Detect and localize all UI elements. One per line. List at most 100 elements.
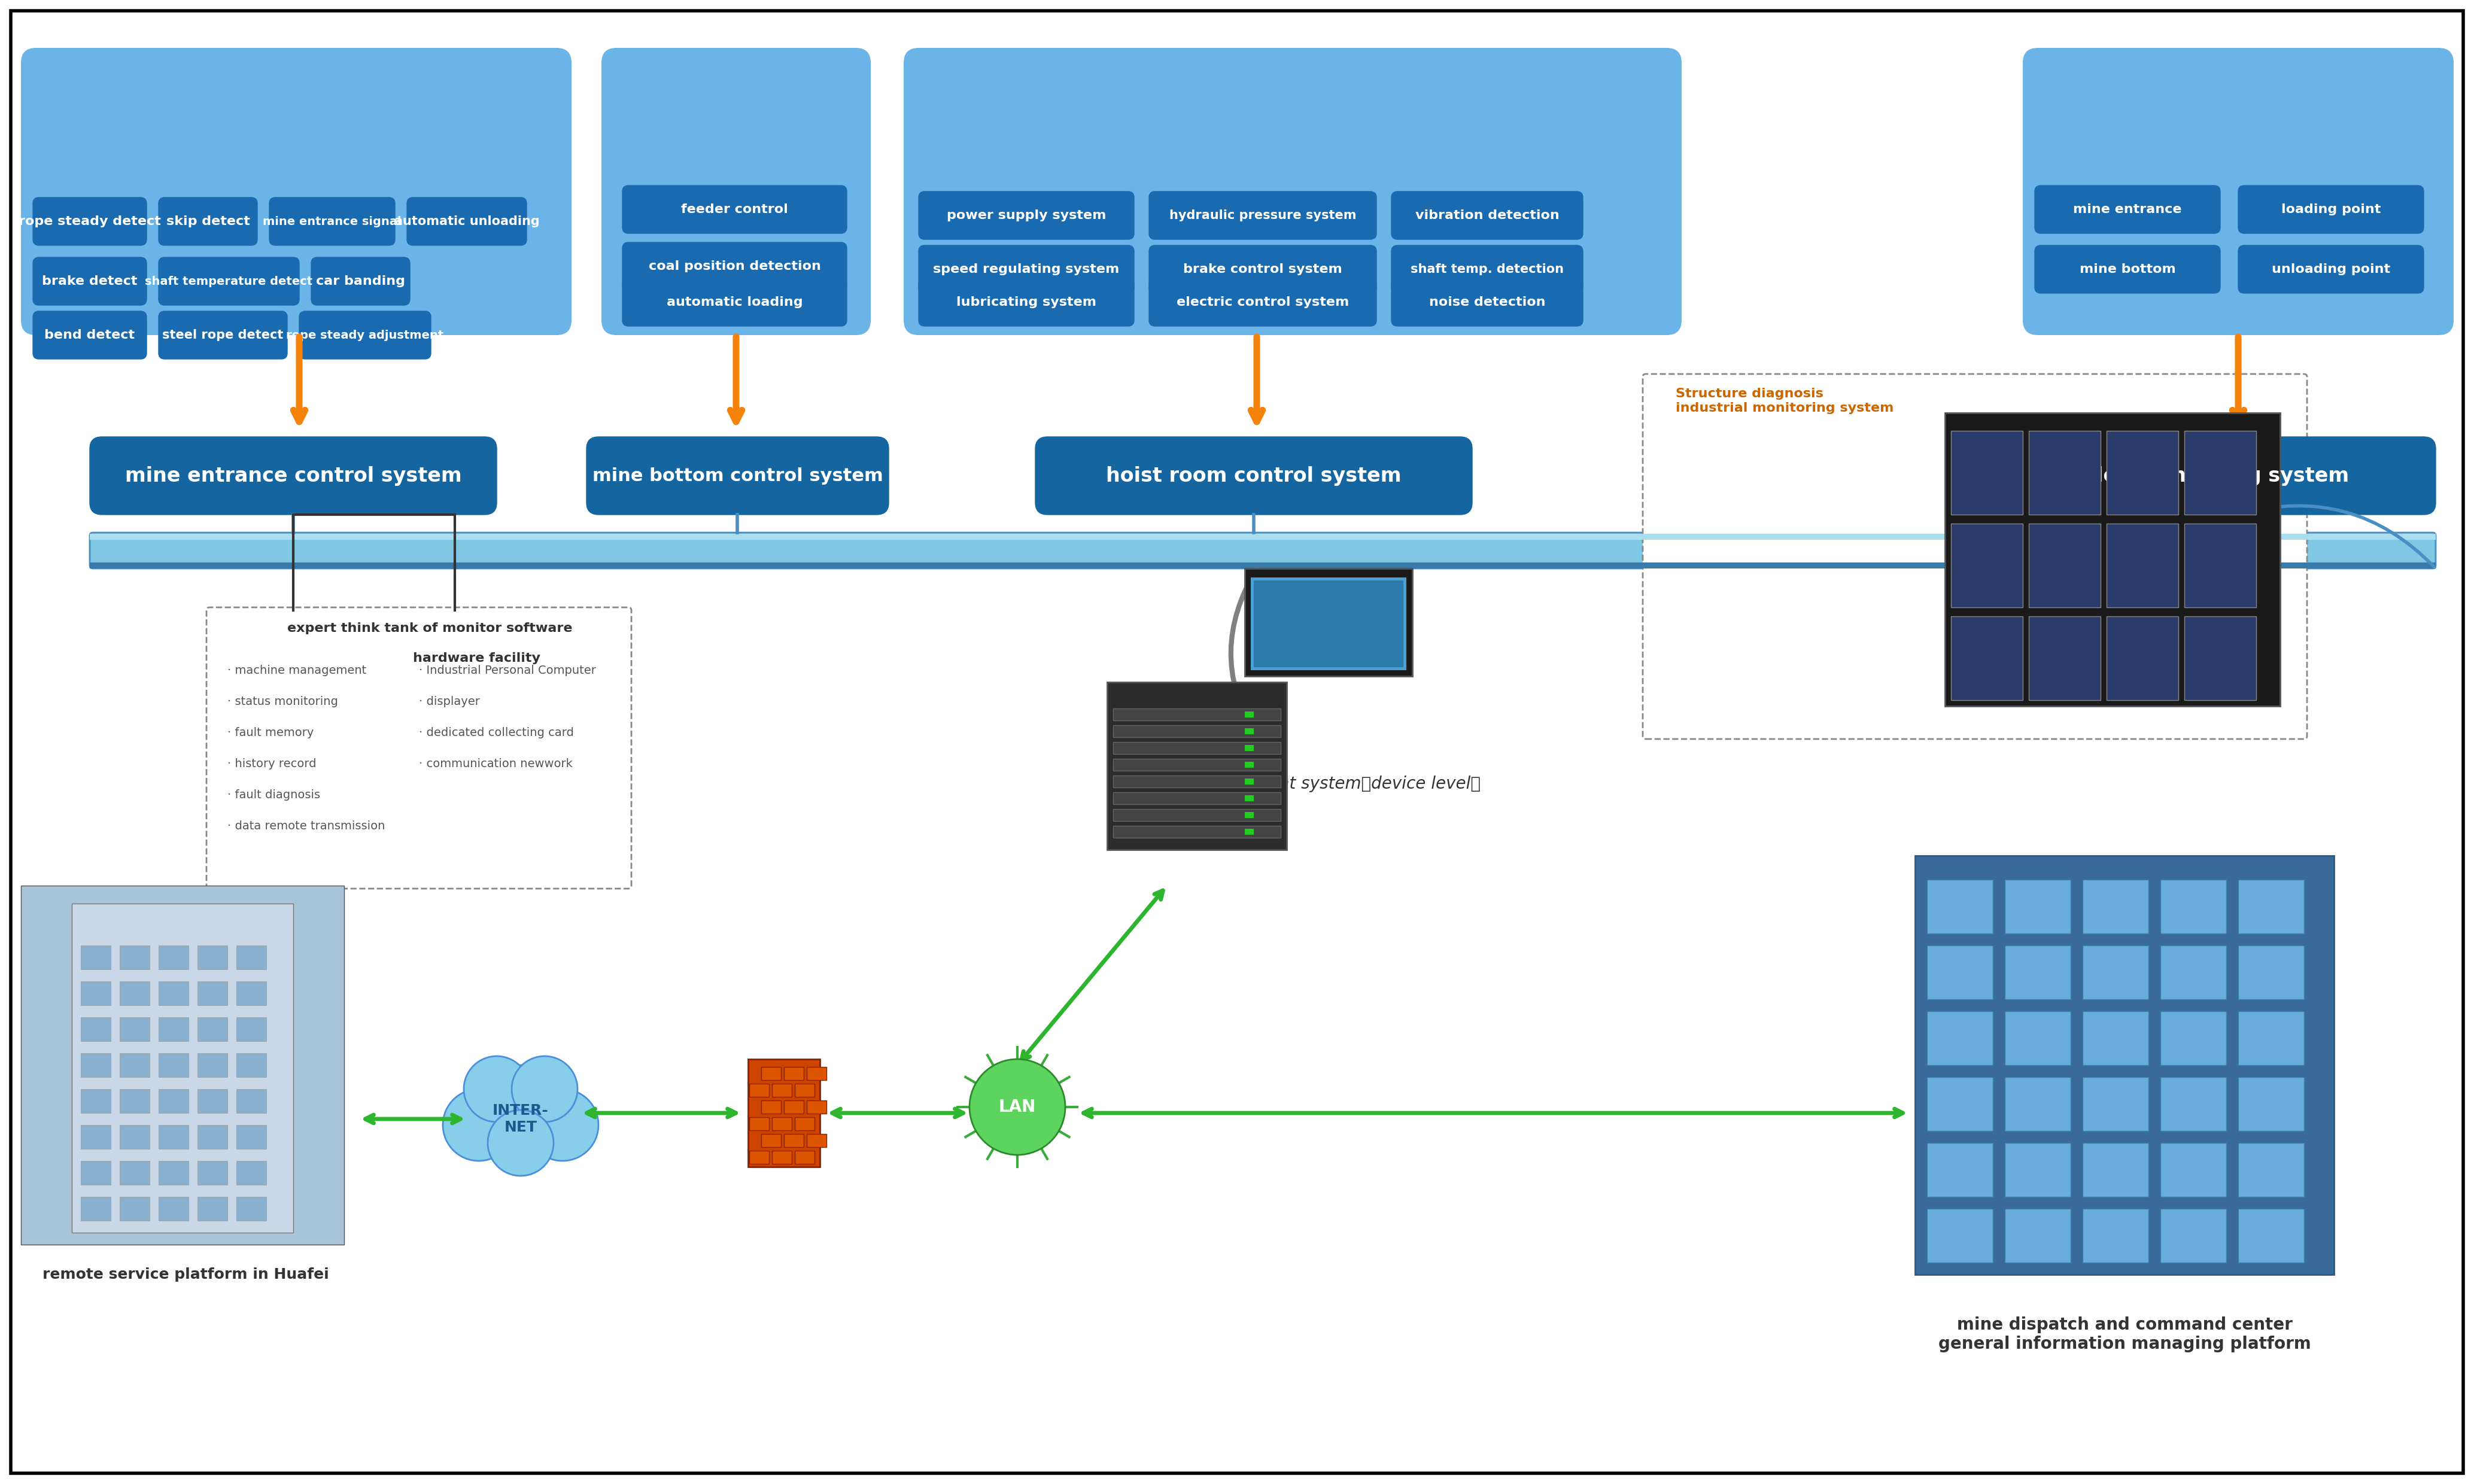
Bar	[750, 1150, 769, 1163]
Text: expert think tank of monitor software: expert think tank of monitor software	[287, 622, 571, 634]
Bar	[2004, 1143, 2071, 1196]
Bar	[1244, 568, 1413, 677]
FancyBboxPatch shape	[32, 312, 146, 359]
Bar	[158, 1054, 188, 1077]
Bar	[1927, 1077, 1994, 1131]
FancyBboxPatch shape	[1982, 436, 2437, 515]
Text: hardware facility: hardware facility	[413, 653, 539, 665]
Text: · data remote transmission: · data remote transmission	[228, 821, 386, 831]
Bar	[2160, 1011, 2227, 1066]
Bar	[2185, 430, 2256, 515]
Bar	[238, 945, 267, 969]
Bar	[158, 1125, 188, 1149]
Bar	[2029, 430, 2100, 515]
Text: shaft temp. detection: shaft temp. detection	[1410, 263, 1564, 275]
FancyBboxPatch shape	[158, 197, 257, 245]
Bar	[1113, 742, 1282, 754]
FancyBboxPatch shape	[1034, 436, 1472, 515]
FancyBboxPatch shape	[299, 312, 430, 359]
Bar	[762, 1101, 782, 1113]
Bar	[1927, 880, 1994, 933]
Text: · communication newwork: · communication newwork	[418, 758, 571, 769]
Text: INTER-
NET: INTER- NET	[492, 1104, 549, 1134]
Bar	[807, 1101, 826, 1113]
FancyBboxPatch shape	[158, 257, 299, 306]
Bar	[198, 1017, 228, 1042]
Bar	[1952, 616, 2024, 700]
Bar	[784, 1101, 804, 1113]
Bar	[1113, 758, 1282, 770]
Bar	[1244, 745, 1254, 751]
Circle shape	[463, 1057, 529, 1122]
Bar	[807, 1067, 826, 1080]
Bar	[238, 1125, 267, 1149]
Bar	[72, 904, 294, 1233]
FancyBboxPatch shape	[312, 257, 411, 306]
Text: remote service platform in Huafei: remote service platform in Huafei	[42, 1267, 329, 1282]
Bar	[89, 534, 2437, 540]
Text: hoist room control system: hoist room control system	[1106, 466, 1400, 485]
Text: brake detect: brake detect	[42, 275, 139, 288]
FancyBboxPatch shape	[2034, 245, 2219, 294]
Bar	[2004, 1209, 2071, 1263]
FancyBboxPatch shape	[1390, 191, 1583, 239]
Bar	[772, 1150, 792, 1163]
Bar	[2004, 880, 2071, 933]
Text: · displayer: · displayer	[418, 696, 480, 706]
Bar	[198, 1160, 228, 1184]
FancyBboxPatch shape	[1148, 191, 1376, 239]
Bar	[2083, 1011, 2147, 1066]
FancyBboxPatch shape	[2034, 186, 2219, 233]
Bar	[198, 1089, 228, 1113]
Bar	[198, 1125, 228, 1149]
Bar	[1113, 726, 1282, 738]
Bar	[1927, 1011, 1994, 1066]
Bar	[198, 1054, 228, 1077]
FancyBboxPatch shape	[903, 47, 1682, 335]
Bar	[762, 1134, 782, 1147]
Bar	[1113, 792, 1282, 804]
FancyBboxPatch shape	[918, 191, 1133, 239]
FancyBboxPatch shape	[918, 245, 1133, 294]
Text: · machine management: · machine management	[228, 665, 366, 675]
Text: noise detection: noise detection	[1430, 297, 1546, 309]
Text: rope steady adjustment: rope steady adjustment	[287, 329, 443, 341]
Bar	[2239, 1209, 2303, 1263]
Text: mine entrance control system: mine entrance control system	[124, 466, 463, 485]
Bar	[82, 1160, 111, 1184]
Bar	[2004, 945, 2071, 999]
Bar	[119, 981, 148, 1005]
Bar	[1113, 708, 1282, 720]
FancyBboxPatch shape	[1643, 374, 2308, 739]
Bar	[784, 1067, 804, 1080]
Bar	[2105, 616, 2180, 700]
Text: loading point: loading point	[2281, 203, 2380, 215]
FancyBboxPatch shape	[918, 279, 1133, 326]
Bar	[2004, 1077, 2071, 1131]
Bar	[1252, 577, 1405, 671]
Text: feeder control: feeder control	[680, 203, 789, 215]
FancyBboxPatch shape	[1390, 245, 1583, 294]
Text: electric control system: electric control system	[1178, 297, 1348, 309]
Bar	[794, 1083, 814, 1097]
Bar	[158, 1160, 188, 1184]
Bar	[2004, 1011, 2071, 1066]
Bar	[82, 1017, 111, 1042]
Circle shape	[970, 1060, 1066, 1155]
Bar	[2105, 430, 2180, 515]
Bar	[119, 1089, 148, 1113]
Text: car banding: car banding	[317, 275, 406, 288]
Bar	[198, 1196, 228, 1221]
Circle shape	[527, 1089, 599, 1160]
Text: · history record: · history record	[228, 758, 317, 769]
Text: unloading point: unloading point	[2271, 263, 2390, 275]
FancyBboxPatch shape	[2239, 245, 2425, 294]
Bar	[2239, 880, 2303, 933]
Text: automatic loading: automatic loading	[666, 297, 802, 309]
Bar	[807, 1134, 826, 1147]
Text: mine bottom: mine bottom	[2078, 263, 2175, 275]
Text: mine entrance signal: mine entrance signal	[262, 215, 401, 227]
FancyBboxPatch shape	[2024, 47, 2454, 335]
Bar	[1244, 779, 1254, 785]
Circle shape	[512, 1057, 576, 1122]
